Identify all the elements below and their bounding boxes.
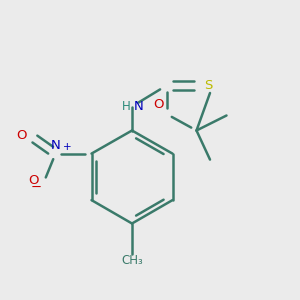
- Text: CH₃: CH₃: [121, 254, 143, 266]
- Text: H: H: [122, 100, 130, 113]
- Text: +: +: [63, 142, 72, 152]
- Text: −: −: [30, 181, 42, 194]
- Text: S: S: [204, 79, 212, 92]
- Text: N: N: [134, 100, 143, 113]
- Text: O: O: [16, 129, 27, 142]
- Text: O: O: [28, 173, 39, 187]
- Text: O: O: [153, 98, 164, 111]
- Text: N: N: [51, 139, 60, 152]
